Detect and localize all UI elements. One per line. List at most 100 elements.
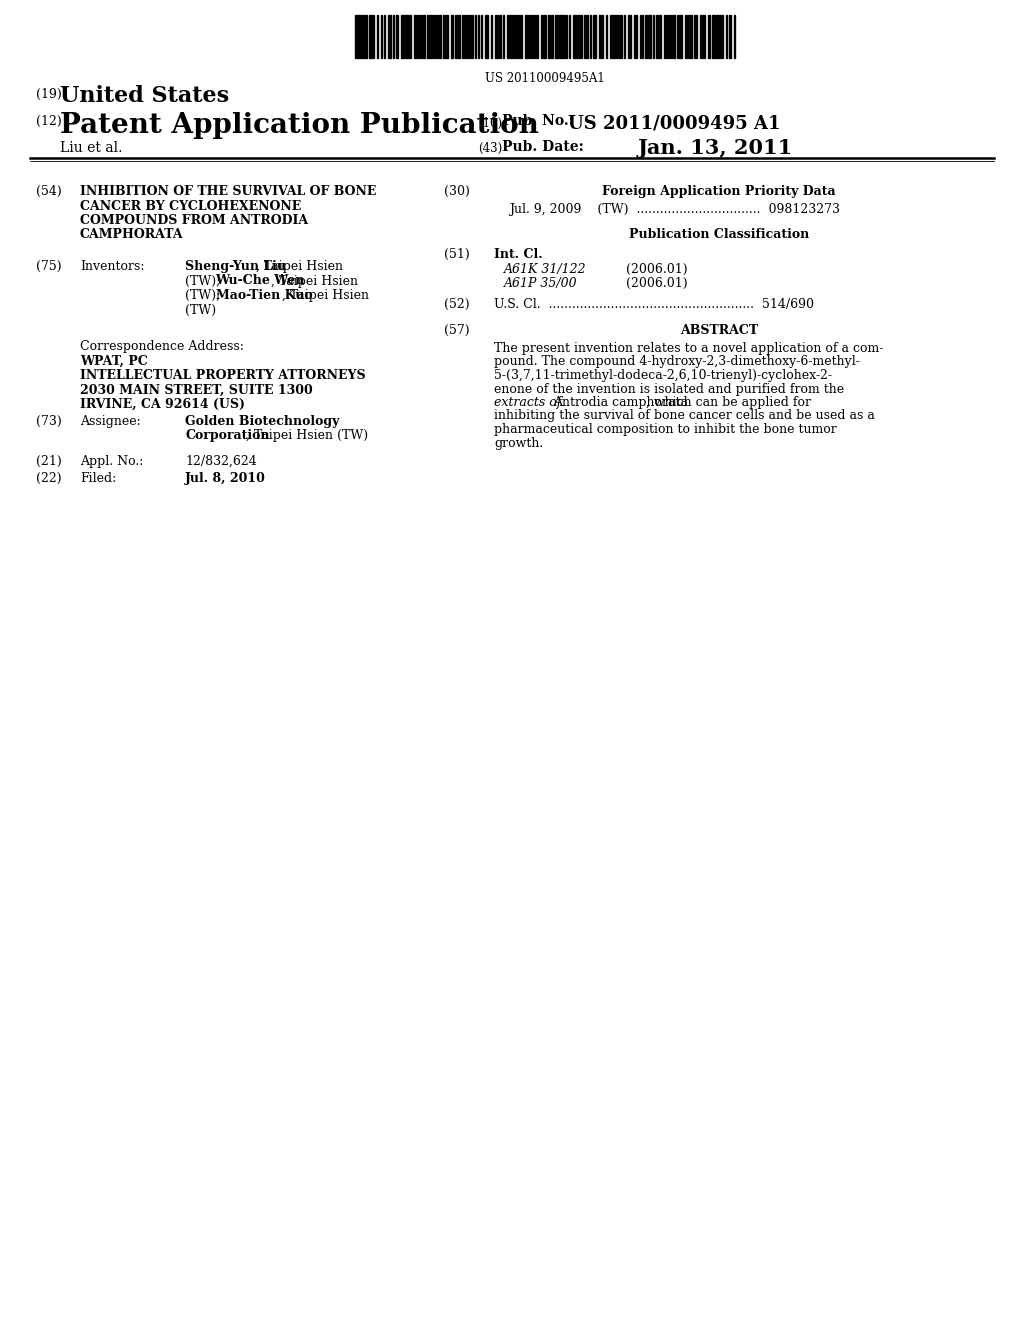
Text: 12/832,624: 12/832,624 xyxy=(185,455,257,469)
Bar xyxy=(525,15,528,58)
Text: COMPOUNDS FROM ANTRODIA: COMPOUNDS FROM ANTRODIA xyxy=(80,214,308,227)
Text: (51): (51) xyxy=(444,248,470,261)
Text: inhibiting the survival of bone cancer cells and be used as a: inhibiting the survival of bone cancer c… xyxy=(494,409,874,422)
Text: WPAT, PC: WPAT, PC xyxy=(80,355,147,367)
Bar xyxy=(510,15,512,58)
Text: , Taipei Hsien (TW): , Taipei Hsien (TW) xyxy=(246,429,368,442)
Text: Correspondence Address:: Correspondence Address: xyxy=(80,341,244,352)
Text: ABSTRACT: ABSTRACT xyxy=(680,323,758,337)
Text: pound. The compound 4-hydroxy-2,3-dimethoxy-6-methyl-: pound. The compound 4-hydroxy-2,3-dimeth… xyxy=(494,355,860,368)
Bar xyxy=(679,15,682,58)
Text: (73): (73) xyxy=(36,414,61,428)
Bar xyxy=(601,15,603,58)
Text: (TW): (TW) xyxy=(185,304,216,317)
Text: (19): (19) xyxy=(36,88,61,102)
Bar xyxy=(443,15,445,58)
Text: Pub. Date:: Pub. Date: xyxy=(502,140,584,154)
Text: Mao-Tien Kuo: Mao-Tien Kuo xyxy=(216,289,312,302)
Bar xyxy=(673,15,675,58)
Bar xyxy=(369,15,372,58)
Bar xyxy=(518,15,520,58)
Text: Liu et al.: Liu et al. xyxy=(60,141,123,154)
Text: (10): (10) xyxy=(478,117,502,129)
Bar xyxy=(458,15,460,58)
Bar xyxy=(495,15,497,58)
Bar xyxy=(469,15,471,58)
Text: (TW);: (TW); xyxy=(185,289,224,302)
Text: , Taipei Hsien: , Taipei Hsien xyxy=(256,260,343,273)
Text: US 20110009495A1: US 20110009495A1 xyxy=(485,73,605,84)
Bar xyxy=(417,15,419,58)
Bar xyxy=(543,15,546,58)
Bar xyxy=(485,15,488,58)
Bar xyxy=(464,15,466,58)
Bar xyxy=(708,15,710,58)
Text: (75): (75) xyxy=(36,260,61,273)
Text: Assignee:: Assignee: xyxy=(80,414,140,428)
Text: extracts of: extracts of xyxy=(494,396,565,409)
Text: US 2011/0009495 A1: US 2011/0009495 A1 xyxy=(568,114,780,132)
Text: , Taipei Hsien: , Taipei Hsien xyxy=(270,275,357,288)
Text: 2030 MAIN STREET, SUITE 1300: 2030 MAIN STREET, SUITE 1300 xyxy=(80,384,312,396)
Text: pharmaceutical composition to inhibit the bone tumor: pharmaceutical composition to inhibit th… xyxy=(494,422,837,436)
Bar xyxy=(689,15,692,58)
Bar xyxy=(664,15,666,58)
Bar xyxy=(548,15,550,58)
Bar xyxy=(551,15,553,58)
Text: Antrodia camphorata: Antrodia camphorata xyxy=(553,396,688,409)
Bar xyxy=(555,15,558,58)
Bar xyxy=(446,15,449,58)
Text: (54): (54) xyxy=(36,185,61,198)
Text: (22): (22) xyxy=(36,473,61,484)
Bar xyxy=(357,15,360,58)
Text: CAMPHORATA: CAMPHORATA xyxy=(80,228,183,242)
Text: Inventors:: Inventors: xyxy=(80,260,144,273)
Bar xyxy=(634,15,637,58)
Text: A61P 35/00: A61P 35/00 xyxy=(504,277,578,290)
Text: Foreign Application Priority Data: Foreign Application Priority Data xyxy=(602,185,836,198)
Bar xyxy=(515,15,517,58)
Text: Pub. No.:: Pub. No.: xyxy=(502,114,573,128)
Text: (52): (52) xyxy=(444,298,470,312)
Text: Wu-Che Wen: Wu-Che Wen xyxy=(216,275,305,288)
Bar xyxy=(531,15,534,58)
Text: Sheng-Yun Liu: Sheng-Yun Liu xyxy=(185,260,286,273)
Bar xyxy=(451,15,453,58)
Text: Jan. 13, 2011: Jan. 13, 2011 xyxy=(637,139,793,158)
Text: , Taipei Hsien: , Taipei Hsien xyxy=(282,289,369,302)
Text: (2006.01): (2006.01) xyxy=(626,263,688,276)
Text: Int. Cl.: Int. Cl. xyxy=(494,248,543,261)
Text: 5-(3,7,11-trimethyl-dodeca-2,6,10-trienyl)-cyclohex-2-: 5-(3,7,11-trimethyl-dodeca-2,6,10-trieny… xyxy=(494,370,831,381)
Text: (21): (21) xyxy=(36,455,61,469)
Bar xyxy=(435,15,437,58)
Text: IRVINE, CA 92614 (US): IRVINE, CA 92614 (US) xyxy=(80,399,245,411)
Text: Appl. No.:: Appl. No.: xyxy=(80,455,143,469)
Text: Filed:: Filed: xyxy=(80,473,117,484)
Text: U.S. Cl.  .....................................................  514/690: U.S. Cl. ...............................… xyxy=(494,298,814,312)
Text: growth.: growth. xyxy=(494,437,544,450)
Bar xyxy=(438,15,441,58)
Bar xyxy=(401,15,404,58)
Bar xyxy=(455,15,457,58)
Bar xyxy=(645,15,647,58)
Text: A61K 31/122: A61K 31/122 xyxy=(504,263,587,276)
Bar xyxy=(577,15,580,58)
Bar xyxy=(618,15,620,58)
Bar xyxy=(388,15,391,58)
Bar xyxy=(712,15,715,58)
Bar xyxy=(406,15,408,58)
Bar xyxy=(659,15,662,58)
Text: (43): (43) xyxy=(478,143,502,154)
Text: Patent Application Publication: Patent Application Publication xyxy=(60,112,539,139)
Bar xyxy=(573,15,575,58)
Text: enone of the invention is isolated and purified from the: enone of the invention is isolated and p… xyxy=(494,383,844,396)
Text: INHIBITION OF THE SURVIVAL OF BONE: INHIBITION OF THE SURVIVAL OF BONE xyxy=(80,185,377,198)
Bar xyxy=(593,15,596,58)
Bar xyxy=(586,15,588,58)
Text: United States: United States xyxy=(60,84,229,107)
Bar xyxy=(396,15,398,58)
Text: Corporation: Corporation xyxy=(185,429,269,442)
Text: (2006.01): (2006.01) xyxy=(626,277,688,290)
Bar xyxy=(536,15,538,58)
Text: (TW);: (TW); xyxy=(185,275,224,288)
